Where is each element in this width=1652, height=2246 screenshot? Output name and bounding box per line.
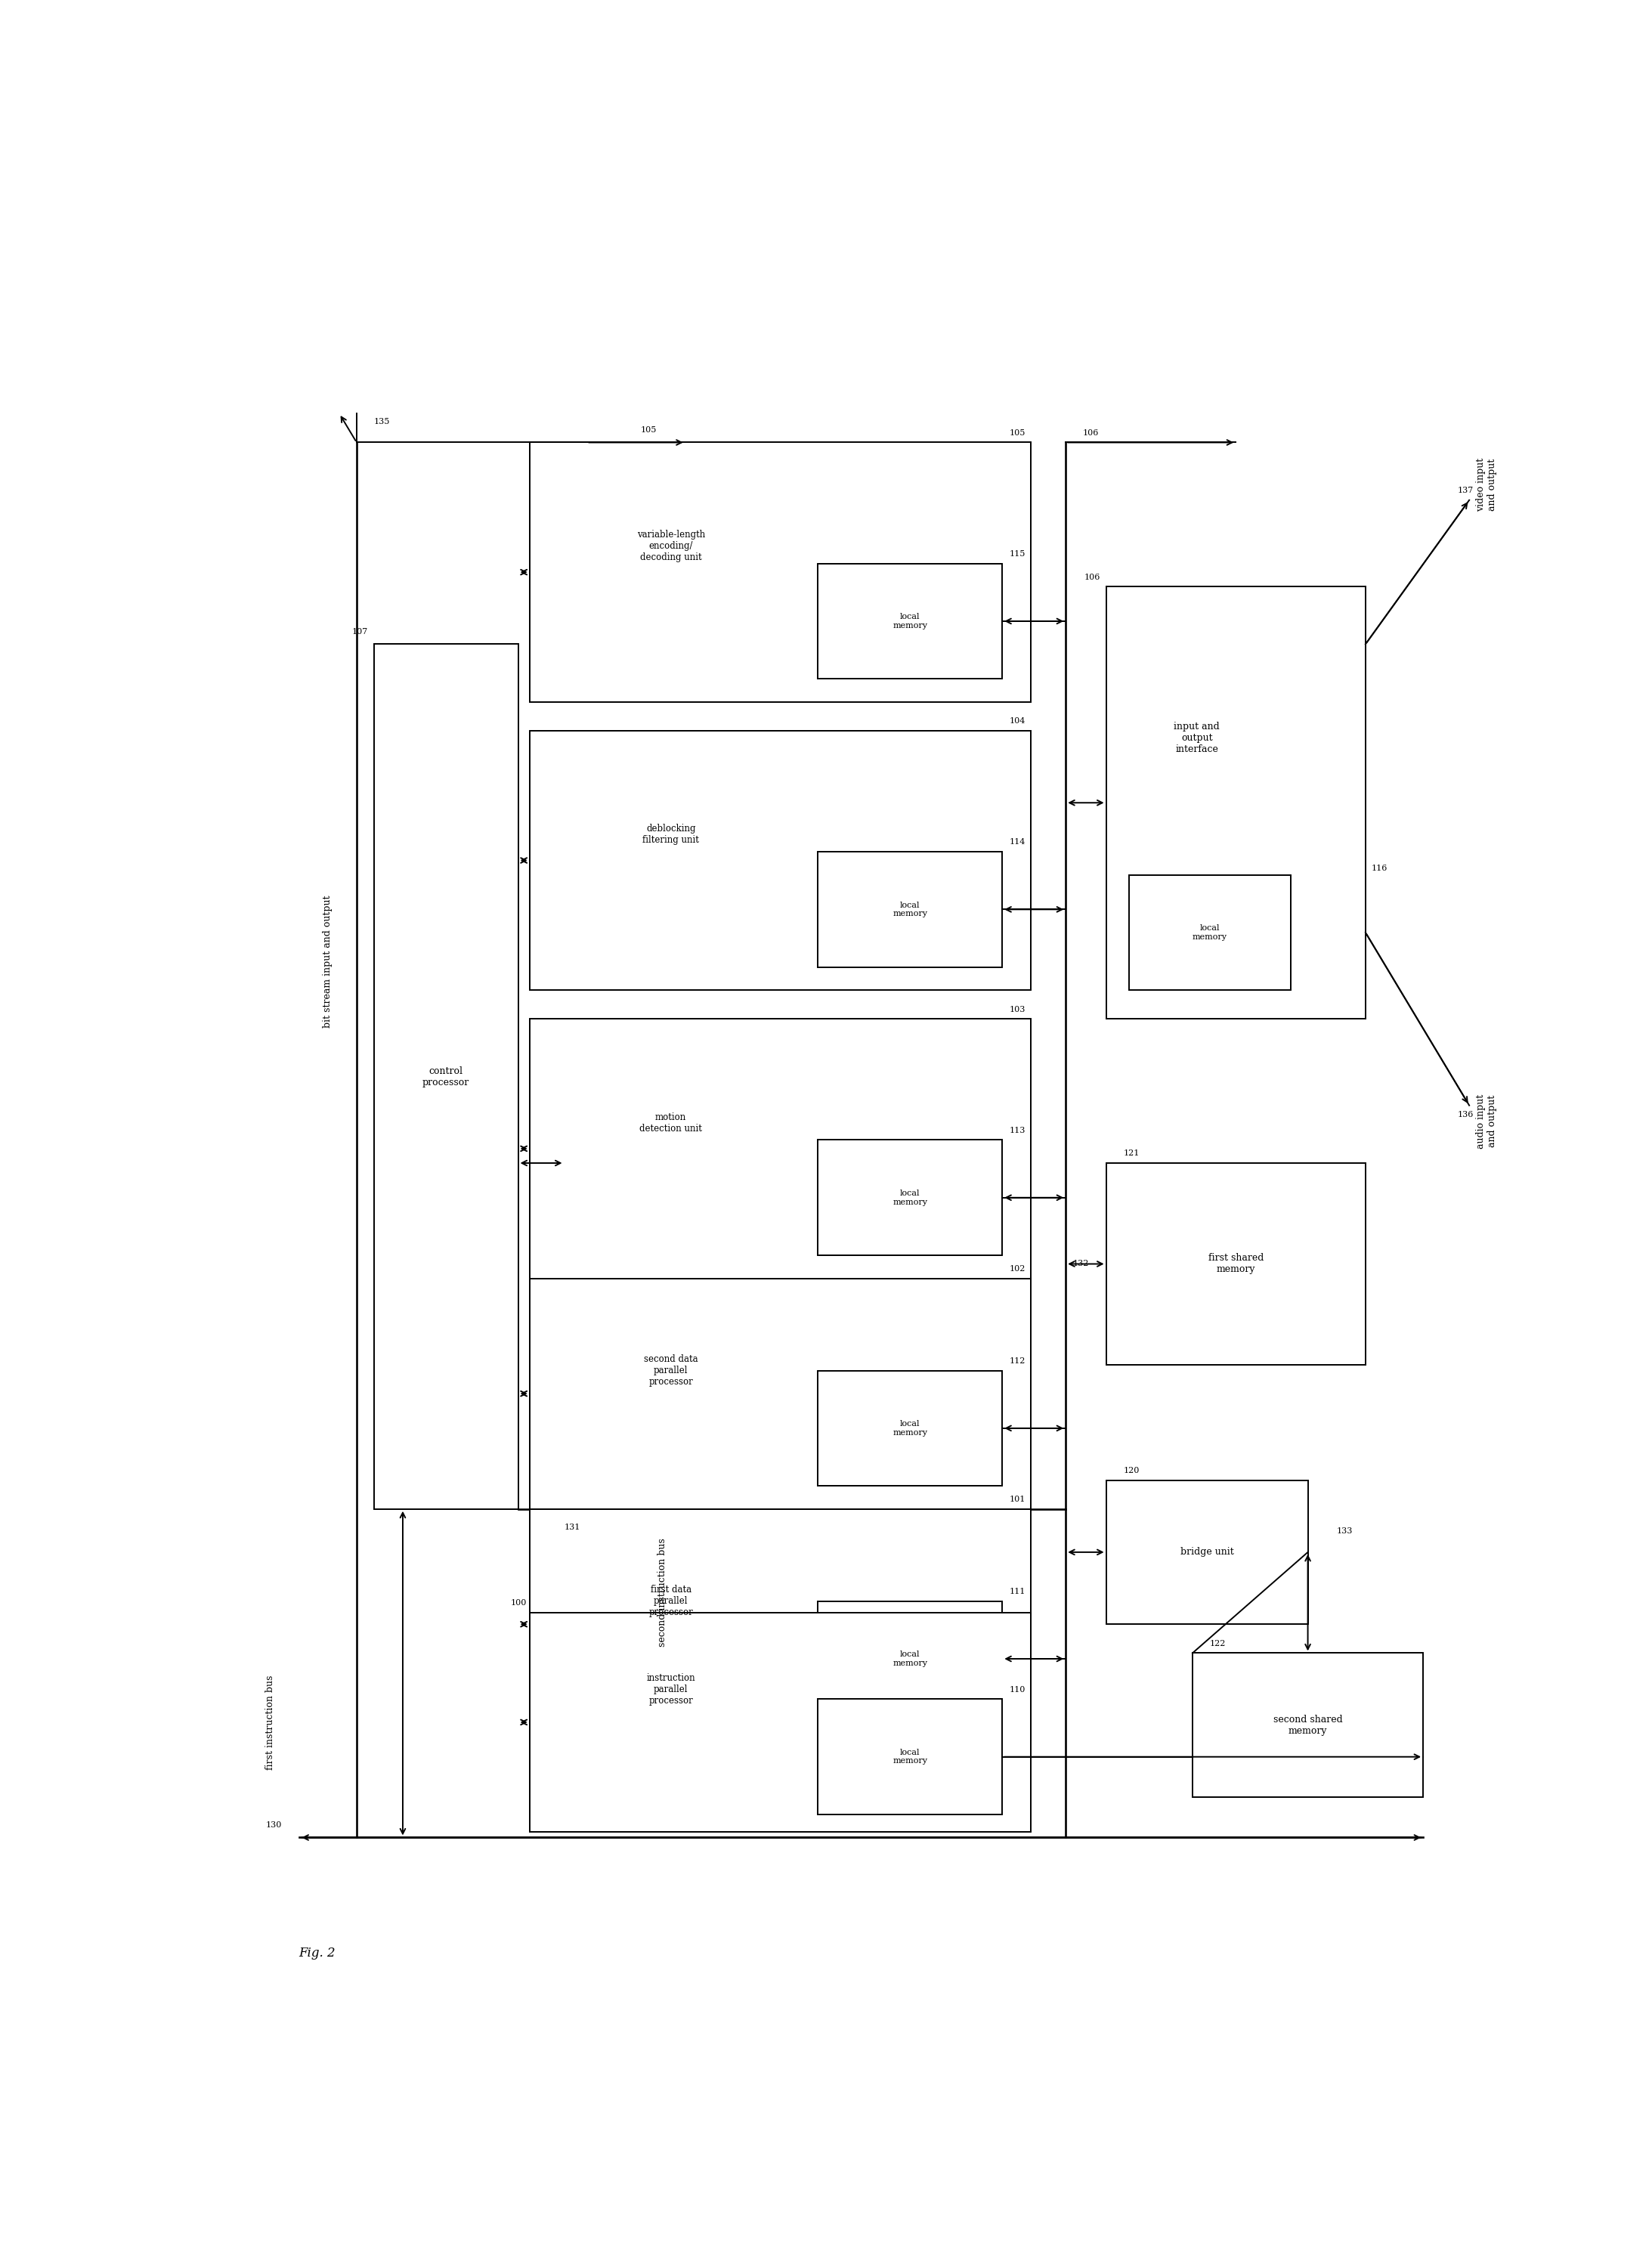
Text: 113: 113	[1009, 1127, 1026, 1134]
Text: 102: 102	[1009, 1264, 1026, 1273]
Bar	[1107, 586, 1366, 1020]
Text: bit stream input and output: bit stream input and output	[322, 894, 332, 1029]
Text: local
memory: local memory	[1193, 925, 1227, 941]
Text: video input
and output: video input and output	[1475, 458, 1497, 512]
Text: 103: 103	[1009, 1006, 1026, 1013]
Bar	[530, 1020, 1031, 1278]
Bar	[530, 1278, 1031, 1509]
Text: local
memory: local memory	[892, 1190, 927, 1206]
Text: 131: 131	[565, 1523, 580, 1532]
Text: 132: 132	[1072, 1260, 1089, 1267]
Text: 135: 135	[373, 418, 390, 424]
Bar	[530, 1613, 1031, 1833]
Text: local
memory: local memory	[892, 901, 927, 919]
Text: input and
output
interface: input and output interface	[1175, 721, 1219, 755]
Text: 137: 137	[1457, 487, 1474, 494]
Text: 101: 101	[1009, 1496, 1026, 1503]
Text: audio input
and output: audio input and output	[1475, 1094, 1497, 1148]
Text: 104: 104	[1009, 716, 1026, 725]
Text: 110: 110	[1009, 1687, 1026, 1693]
Bar	[818, 1700, 1003, 1815]
Bar	[1107, 1163, 1366, 1366]
Text: second instruction bus: second instruction bus	[657, 1539, 667, 1646]
Text: 130: 130	[266, 1822, 282, 1828]
Bar	[818, 564, 1003, 678]
Bar	[530, 1509, 1031, 1738]
Text: second data
parallel
processor: second data parallel processor	[644, 1354, 697, 1386]
Text: variable-length
encoding/
decoding unit: variable-length encoding/ decoding unit	[636, 530, 705, 562]
Text: motion
detection unit: motion detection unit	[639, 1112, 702, 1134]
Bar	[530, 442, 1031, 701]
Bar	[530, 730, 1031, 990]
Bar	[818, 851, 1003, 968]
Bar	[1128, 874, 1290, 990]
Text: 100: 100	[510, 1599, 527, 1606]
Text: deblocking
filtering unit: deblocking filtering unit	[643, 824, 699, 844]
Text: 105: 105	[1009, 429, 1026, 436]
Text: 105: 105	[641, 427, 656, 433]
Text: local
memory: local memory	[892, 1419, 927, 1437]
Text: instruction
parallel
processor: instruction parallel processor	[646, 1673, 695, 1705]
Text: 111: 111	[1009, 1588, 1026, 1595]
Text: local
memory: local memory	[892, 1651, 927, 1667]
Text: 120: 120	[1123, 1467, 1140, 1473]
Text: 112: 112	[1009, 1357, 1026, 1366]
Text: second shared
memory: second shared memory	[1274, 1714, 1343, 1736]
Bar	[373, 645, 519, 1509]
Text: control
processor: control processor	[423, 1067, 469, 1087]
Text: local
memory: local memory	[892, 1750, 927, 1765]
Text: 115: 115	[1009, 550, 1026, 557]
Bar	[1193, 1653, 1422, 1797]
Bar	[818, 1601, 1003, 1716]
Text: first data
parallel
processor: first data parallel processor	[649, 1586, 694, 1617]
Text: 116: 116	[1371, 865, 1388, 871]
Text: 136: 136	[1457, 1112, 1474, 1119]
Bar	[1107, 1480, 1308, 1624]
Text: 106: 106	[1084, 573, 1100, 582]
Text: 106: 106	[1084, 429, 1099, 436]
Text: 107: 107	[352, 629, 368, 636]
Text: 121: 121	[1123, 1150, 1140, 1157]
Text: 122: 122	[1209, 1640, 1226, 1646]
Text: 133: 133	[1336, 1527, 1353, 1534]
Bar	[818, 1370, 1003, 1487]
Text: 114: 114	[1009, 838, 1026, 847]
Bar	[818, 1141, 1003, 1256]
Text: bridge unit: bridge unit	[1180, 1547, 1234, 1556]
Text: local
memory: local memory	[892, 613, 927, 629]
Text: first instruction bus: first instruction bus	[266, 1676, 276, 1770]
Text: Fig. 2: Fig. 2	[299, 1947, 335, 1959]
Text: first shared
memory: first shared memory	[1208, 1253, 1264, 1273]
